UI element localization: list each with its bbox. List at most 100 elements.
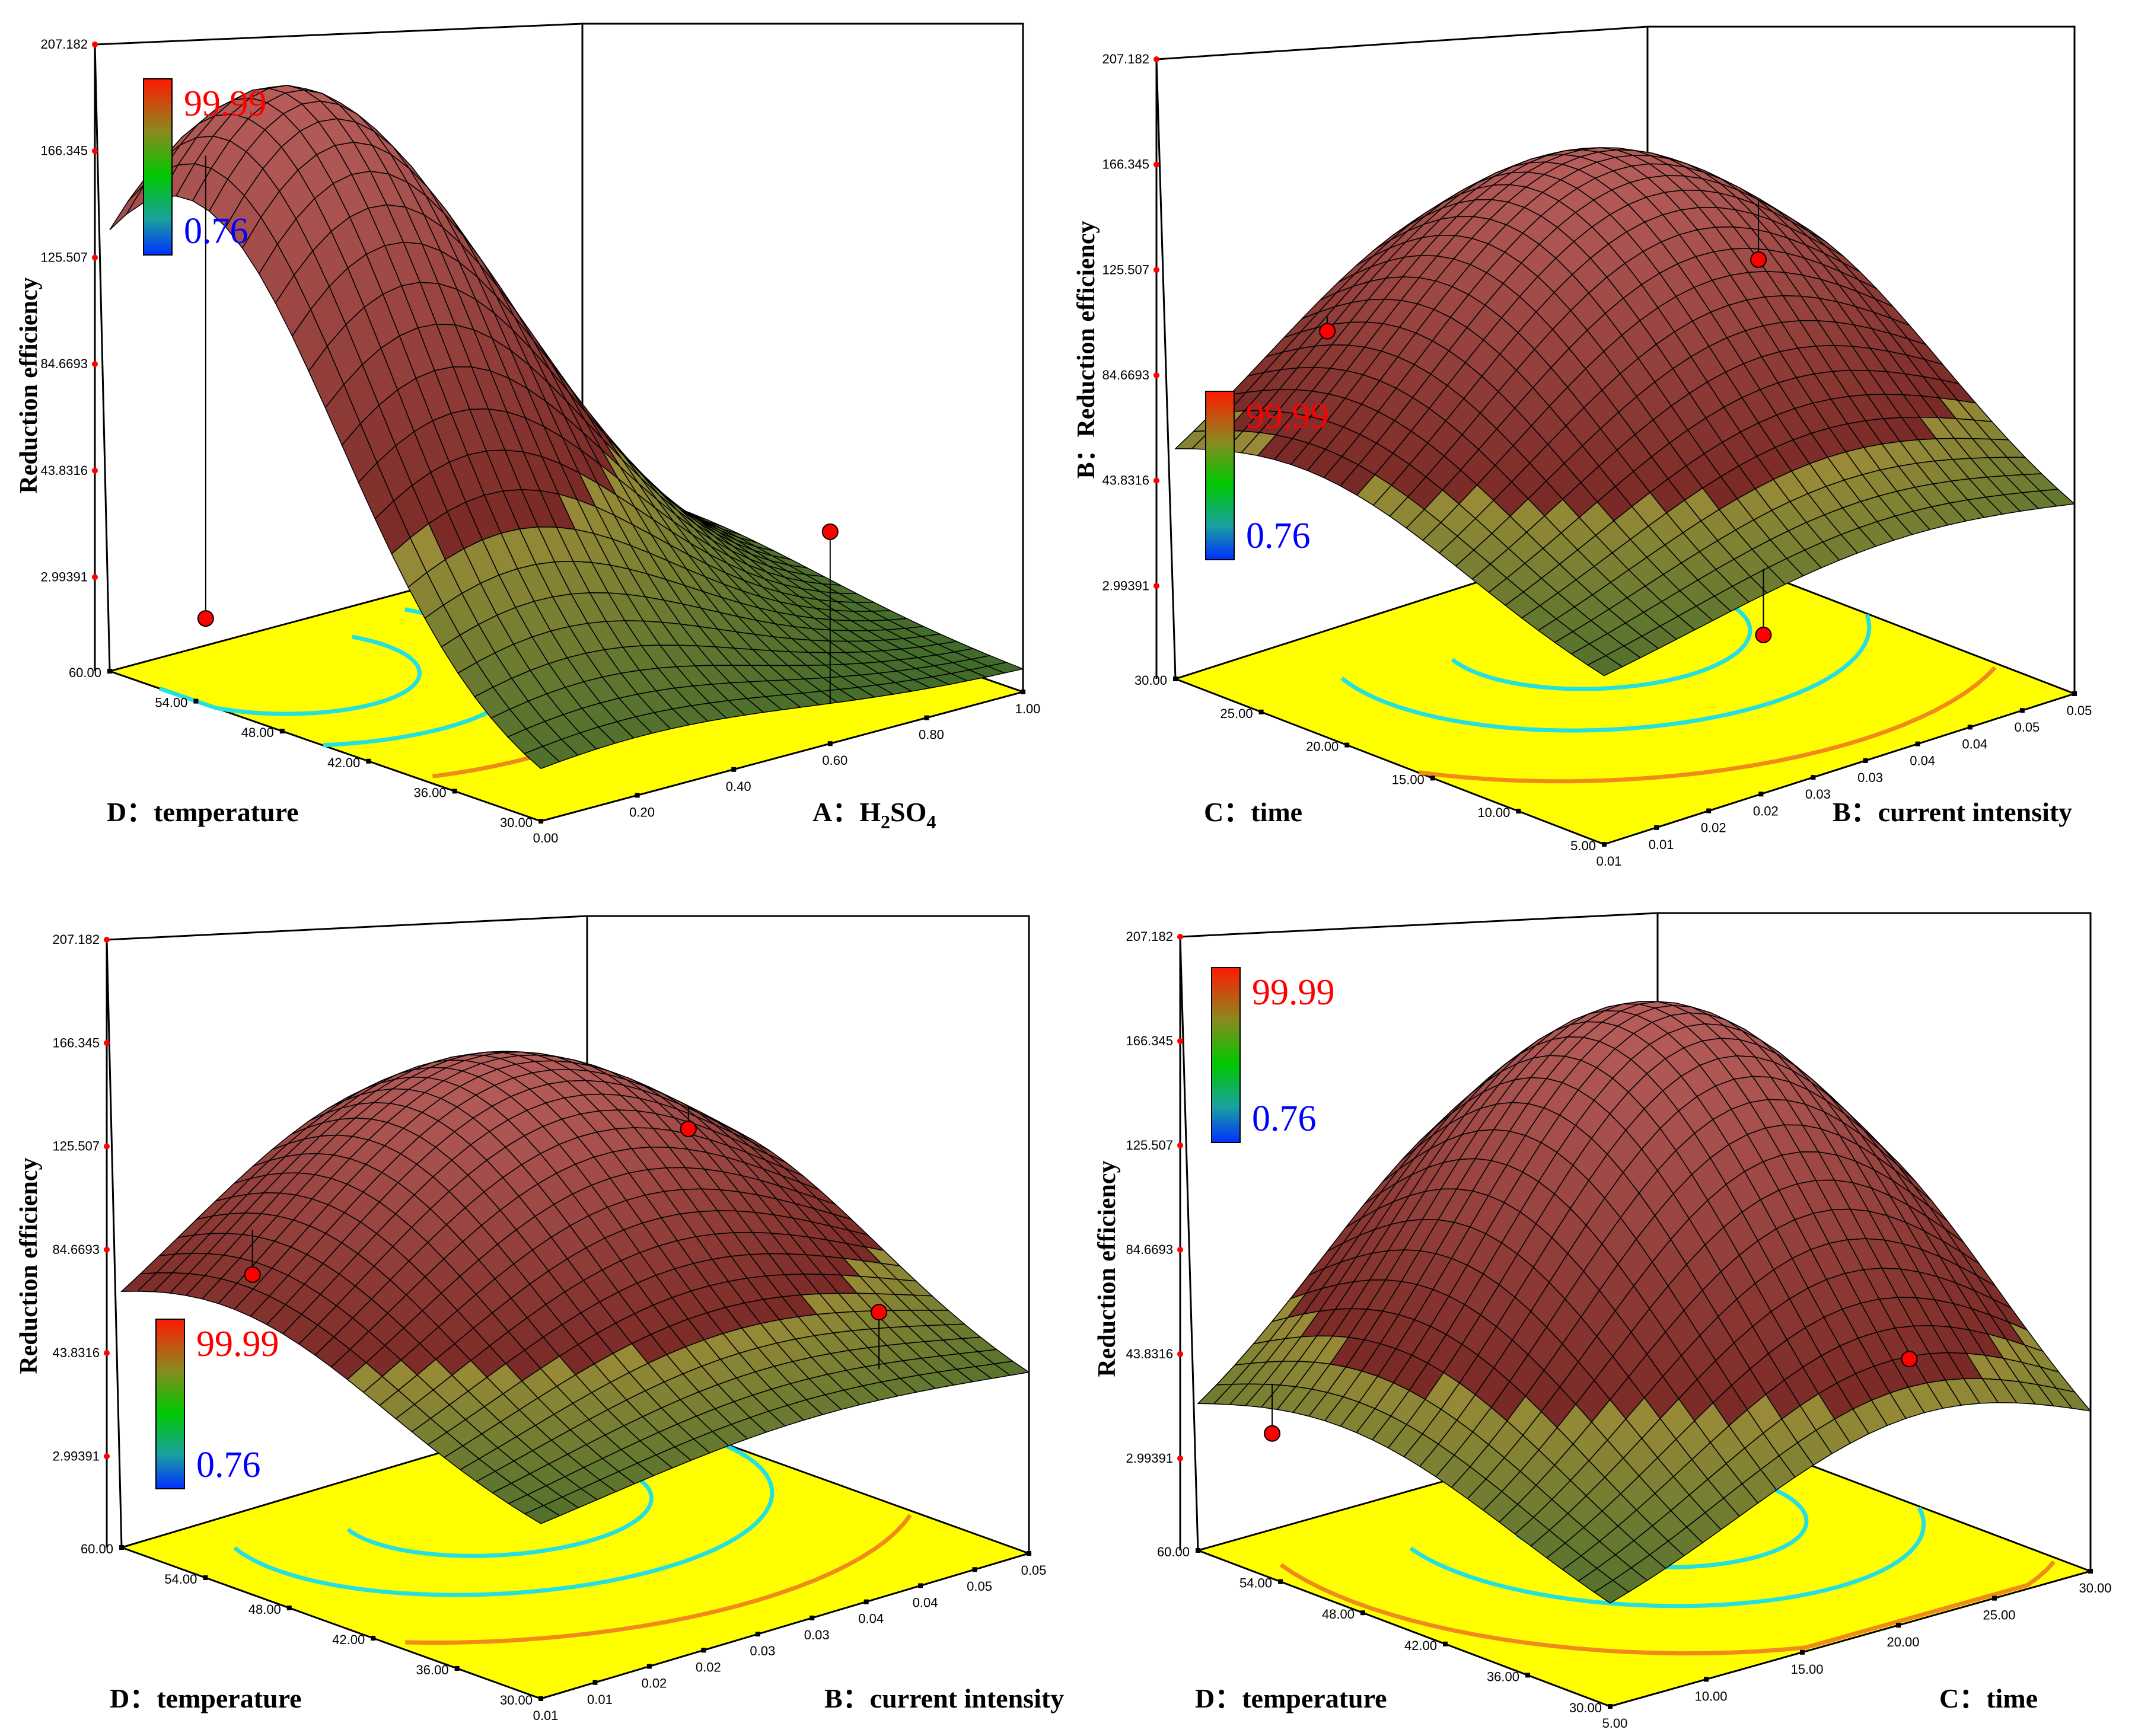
x-tick-label: 0.05 [2067,703,2092,718]
z-tick-label: 207.182 [1102,52,1149,66]
floor-contour-1 [1409,1507,1926,1609]
z-axis-title: Reduction efficiency [1094,1160,1121,1377]
x-tick-label: 0.03 [804,1628,830,1642]
y-tick-label: 42.00 [327,755,360,770]
x-tick-label: 0.00 [533,831,559,845]
y-tick-mark [1278,1579,1283,1584]
x-tick-label: 0.04 [1910,754,1935,768]
y-tick-label: 42.00 [1404,1638,1437,1653]
surface-facet [1593,1579,1630,1604]
floor-contour-2 [1419,666,1997,784]
z-tick-label: 2.99391 [40,569,88,584]
z-tick-label: 166.345 [52,1035,100,1050]
x-tick-label: 0.02 [641,1676,667,1691]
y-factor-title: D：temperature [1195,1683,1387,1713]
y-tick-label: 30.00 [1135,673,1167,688]
y-tick-mark [1430,776,1435,781]
x-tick-mark [918,1583,923,1588]
surface-facet [524,1505,561,1524]
x-tick-mark [1800,1649,1805,1655]
z-tick-mark [104,937,110,943]
z-tick-mark [1153,583,1159,589]
legend-low-label: 0.76 [184,211,248,251]
z-tick-mark [1153,161,1159,168]
x-factor-name: A：H [812,797,881,827]
y-tick-mark [1443,1641,1448,1646]
design-point [1901,1351,1918,1368]
x-tick-mark [1992,1595,1997,1601]
y-tick-label: 48.00 [1322,1607,1355,1622]
z-tick-mark [104,1246,110,1253]
x-tick-label: 0.03 [1857,770,1883,785]
design-point [244,1266,261,1283]
y-tick-label: 54.00 [155,695,187,710]
x-tick-label: 30.00 [2079,1581,2111,1595]
z-tick-label: 2.99391 [52,1448,100,1463]
legend-low-label: 0.76 [1246,516,1311,556]
panel-top-right: 207.182 166.345 125.507 84.6693 43.8316 2.993… [1073,25,2092,869]
x-factor-title: B：current intensity [1833,797,2072,827]
x-tick-mark [2072,691,2077,696]
z-tick-mark [104,1350,110,1356]
y-tick-mark [203,1575,208,1580]
z-tick-mark [92,254,98,261]
legend-colorbar [143,78,173,256]
x-factor-name: B：current intensity [824,1683,1064,1713]
y-tick-label: 15.00 [1392,772,1425,787]
x-tick-label: 0.60 [822,753,847,768]
z-tick-mark [92,361,98,368]
x-tick-mark [1896,1623,1901,1628]
y-tick-mark [371,1636,376,1641]
y-tick-label: 36.00 [414,785,447,800]
z-tick-mark [1177,1455,1183,1461]
panel-top-left: 207.182 166.345 125.507 84.6693 43.8316 2.993… [15,23,1041,845]
x-tick-label: 20.00 [1887,1635,1919,1649]
y-tick-mark [454,1666,460,1671]
x-tick-label: 0.04 [1962,736,1987,751]
floor-contour-2 [1279,1560,2056,1656]
x-tick-mark [924,715,929,720]
z-tick-mark [92,574,98,580]
x-tick-label: 0.04 [858,1611,884,1626]
y-tick-mark [1516,809,1521,814]
design-point [1750,251,1767,268]
z-tick-label: 84.6693 [1102,368,1149,382]
y-tick-label: 48.00 [248,1602,281,1617]
legend-high-label: 99.99 [1252,972,1335,1013]
y-tick-label: 54.00 [164,1572,197,1587]
z-tick-mark [1177,934,1183,940]
y-tick-mark [1602,842,1607,847]
x-factor-formula: SO [890,797,926,827]
x-tick-mark [592,1680,598,1685]
y-tick-label: 54.00 [1239,1576,1272,1591]
x-tick-label: 0.01 [533,1708,559,1723]
x-tick-mark [755,1632,760,1637]
response-surface [109,85,1025,770]
floor-contour-0 [158,634,422,716]
y-tick-label: 60.00 [1157,1544,1190,1559]
design-point [1755,626,1772,643]
design-point [871,1304,888,1321]
x-tick-label: 15.00 [1790,1662,1823,1677]
y-factor-title: C：time [1204,797,1302,827]
floor-contour-1 [233,1422,775,1597]
floor-contour-1 [1340,614,1872,733]
x-tick-label: 0.20 [629,805,655,819]
x-tick-mark [1027,1551,1031,1556]
z-tick-label: 166.345 [1102,157,1149,172]
z-tick-mark [1153,56,1159,62]
floor-contour-0 [1451,585,1752,691]
x-tick-label: 10.00 [1694,1689,1727,1703]
y-tick-mark [1360,1610,1365,1616]
x-tick-mark [2019,708,2025,713]
panel-bottom-right: 207.182 166.345 125.507 84.6693 43.8316 2.993… [1094,912,2112,1731]
x-tick-mark [810,1615,815,1620]
x-tick-label: 1.00 [1015,701,1041,716]
x-tick-label: 0.05 [967,1579,992,1594]
z-tick-label: 43.8316 [1102,473,1149,488]
y-tick-label: 48.00 [241,725,274,740]
z-tick-label: 207.182 [40,37,88,52]
x-tick-label: 0.03 [1805,787,1831,802]
z-tick-mark [92,42,98,47]
